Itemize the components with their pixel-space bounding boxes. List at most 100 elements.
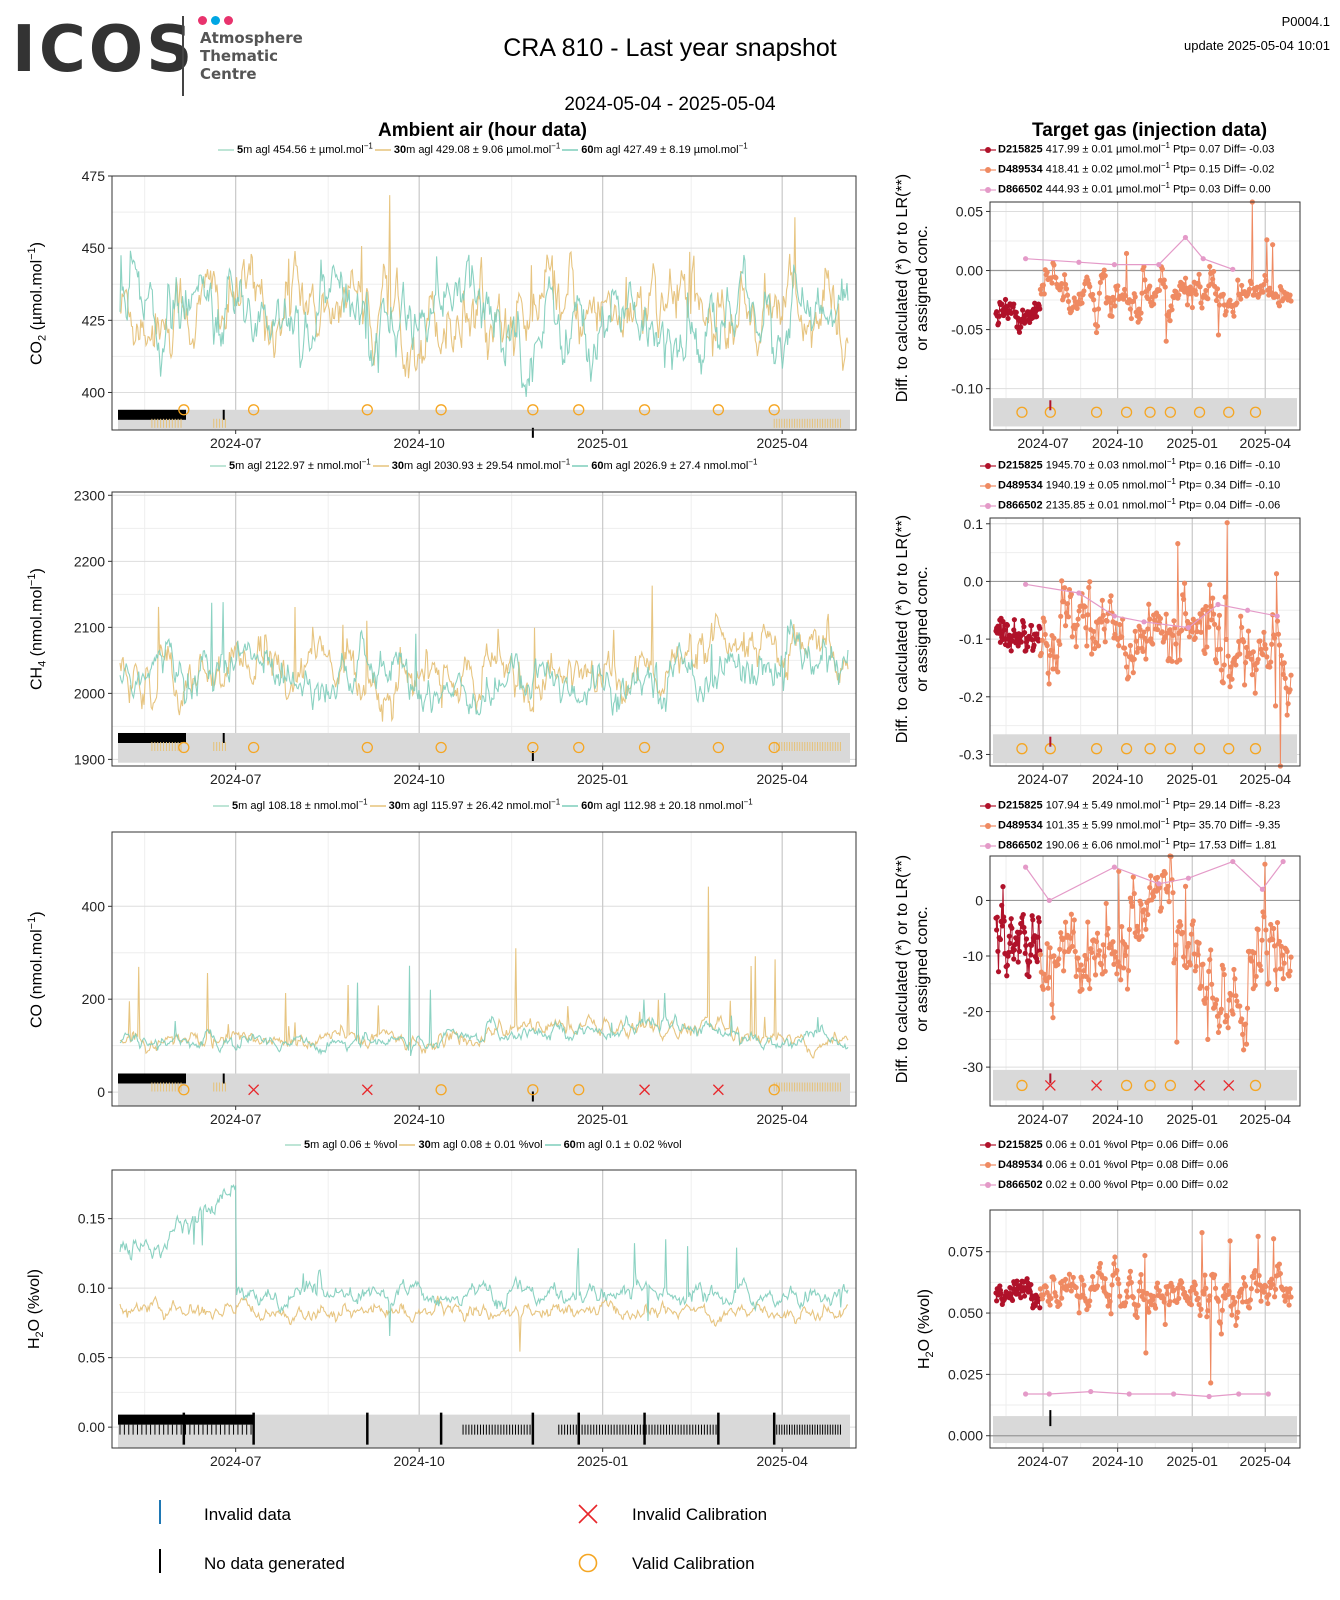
co-target-D489534-point [1051, 953, 1057, 959]
ch4-valid-calibration-mark [527, 741, 539, 754]
h2o-target-D866502-point [1023, 1391, 1029, 1397]
ch4-series-30m [119, 585, 849, 723]
co2-target-legend-id: D215825 [998, 143, 1043, 156]
ch4-target-D489534-point [1220, 680, 1226, 686]
h2o-target-D489534-point [1115, 1276, 1121, 1282]
co2-legend-item-30m: 30m agl 429.08 ± 9.06 µmol.mol−1 [374, 141, 560, 156]
co2-target-legend-swatch-D866502 [980, 186, 996, 193]
co2-target-D489534-point [1234, 300, 1240, 306]
ch4-target-D489534-point [1190, 616, 1196, 622]
co-target-D489534-point [1210, 995, 1216, 1001]
h2o-target-xtick-label: 2024-07 [1017, 1453, 1069, 1469]
ch4-target-D489534-point [1175, 541, 1181, 547]
co2-target-D489534-point [1109, 313, 1115, 319]
ch4-target-ylabel: Diff. to calculated (*) or to LR(**) or a… [893, 515, 933, 743]
co-target-D489534-point [1069, 943, 1075, 950]
ch4-target-D489534-point [1089, 651, 1095, 657]
co2-ylabel-sup: −1 [26, 247, 38, 260]
h2o-target-D489534-point [1171, 1287, 1177, 1293]
ch4-target-D489534-point [1180, 592, 1186, 598]
co2-target-D866502-point [1182, 234, 1189, 241]
h2o-frame: 0.00 0.05 0.10 0.15 2024-07 2024-10 2025-01 202… [78, 1170, 856, 1469]
h2o-target-D215825-point [994, 1298, 1000, 1304]
h2o-target-D489534-point [1059, 1295, 1065, 1301]
ch4-ylabel-rest: (nmol.mol [28, 586, 46, 661]
co-target-D489534-point [1257, 963, 1263, 969]
co-target-D215825-point [1034, 959, 1040, 965]
h2o-target-D489534-point [1201, 1291, 1207, 1297]
co-target-D489534-point [1130, 874, 1136, 880]
ch4-target-D489534-point [1271, 635, 1278, 641]
icos-logo-text: ICOS [12, 13, 196, 87]
co-target-D489534-point [1091, 955, 1098, 961]
co-target-D489534-point [1180, 929, 1186, 936]
co2-no-data-bar [118, 409, 186, 420]
h2o-target-D489534-point [1076, 1310, 1082, 1316]
co2-target-D489534-point [1051, 262, 1057, 268]
logo-divider [182, 16, 184, 96]
co-target-invalid-calibration-mark [1044, 1079, 1056, 1091]
co2-target-valid-calibration-mark [1090, 406, 1103, 418]
co-target-D489534-point [1162, 870, 1168, 877]
co-target-valid-calibration-mark [1249, 1079, 1262, 1092]
h2o-target-legend-text: 0.02 ± 0.00 %vol [1042, 1179, 1128, 1191]
h2o-target-D866502-point [1046, 1391, 1052, 1397]
co-target-D489534-point [1205, 1036, 1211, 1042]
h2o-target-legend-id: D489534 [998, 1159, 1043, 1171]
ch4-target-xtick-label: 2025-04 [1240, 771, 1292, 787]
ch4-target-D489534-point [1122, 651, 1129, 657]
co2-target-legend-sup: −1 [1160, 181, 1170, 190]
h2o-target-D489534-point [1087, 1298, 1093, 1304]
co-invalid-calibration-mark [248, 1084, 260, 1096]
co2-target-D215825-point [999, 301, 1005, 307]
ch4-target-D489534-point [1222, 594, 1228, 600]
h2o-target-D489534-point [1040, 1292, 1046, 1298]
h2o-target-flag-band [993, 1416, 1297, 1444]
co-target-D489534-point [1049, 1001, 1055, 1008]
co-target-D489534-point [1278, 943, 1284, 949]
co2-target-D489534-point [1260, 289, 1266, 295]
h2o-target-D489534-point [1134, 1314, 1140, 1320]
co-target-D489534-point [1128, 899, 1134, 905]
co2-target-xtick-label: 2025-04 [1240, 435, 1292, 451]
h2o-target-D489534-point [1123, 1288, 1130, 1294]
co2-target-D489534-point [1147, 283, 1153, 289]
co-xtick-label: 2025-04 [756, 1111, 808, 1127]
ch4-target-D866502-point [1215, 601, 1221, 608]
co-target-D489534-point [1252, 982, 1258, 988]
ch4-target-series-D489534 [1039, 522, 1292, 767]
co-frame: 0 200 400 2024-07 2024-10 2025-01 2025-04 [82, 832, 856, 1127]
co-target-D489534-point [1198, 983, 1204, 989]
h2o-target-D489534-point [1192, 1282, 1198, 1288]
co-target-D489534-point [1281, 960, 1287, 966]
h2o-target-D489534-point [1143, 1350, 1149, 1356]
co-legend-text: m agl 115.97 ± 26.42 nmol.mol [400, 799, 552, 812]
h2o-target-D489534-point [1261, 1289, 1267, 1295]
co-legend-sup: −1 [358, 797, 368, 806]
h2o-target-D489534-point [1229, 1312, 1235, 1318]
co-target-ylabel-line2: or assigned conc. [914, 906, 932, 1032]
ch4-target-D215825-point [1021, 624, 1027, 630]
co-target-D489534-point [1172, 956, 1178, 962]
ch4-target-legend-sup: −1 [1166, 497, 1176, 506]
h2o-target-D215825-point [1028, 1281, 1034, 1288]
co2-target-legend-id: D489534 [998, 163, 1043, 176]
h2o-target-D489534-point [1039, 1296, 1045, 1302]
h2o-ylabel-main: H [26, 1337, 43, 1349]
co2-target-D489534-point [1053, 275, 1059, 281]
co2-ytick-label: 400 [82, 384, 106, 400]
co-target-D489534-point [1271, 943, 1278, 949]
co-target-legend-id: D866502 [998, 839, 1043, 852]
co2-target-valid-calibration-mark [1144, 406, 1156, 418]
h2o-target-legend-stats: Ptp= 0.06 Diff= 0.06 [1127, 1139, 1229, 1151]
co2-target-D215825-point [994, 309, 1000, 315]
ch4-legend-sup: −1 [561, 457, 571, 466]
co-valid-calibration-mark [768, 1084, 780, 1096]
co-target-D489534-point [1284, 948, 1290, 955]
co2-target-D489534-point [1169, 307, 1175, 313]
co-target-D489534-point [1067, 935, 1073, 941]
co-target-D215825-point [1030, 917, 1036, 923]
co2-target-D489534-point [1061, 294, 1067, 300]
h2o-target-ytick-label: 0.025 [948, 1366, 983, 1382]
co2-target-D489534-point [1287, 292, 1293, 298]
